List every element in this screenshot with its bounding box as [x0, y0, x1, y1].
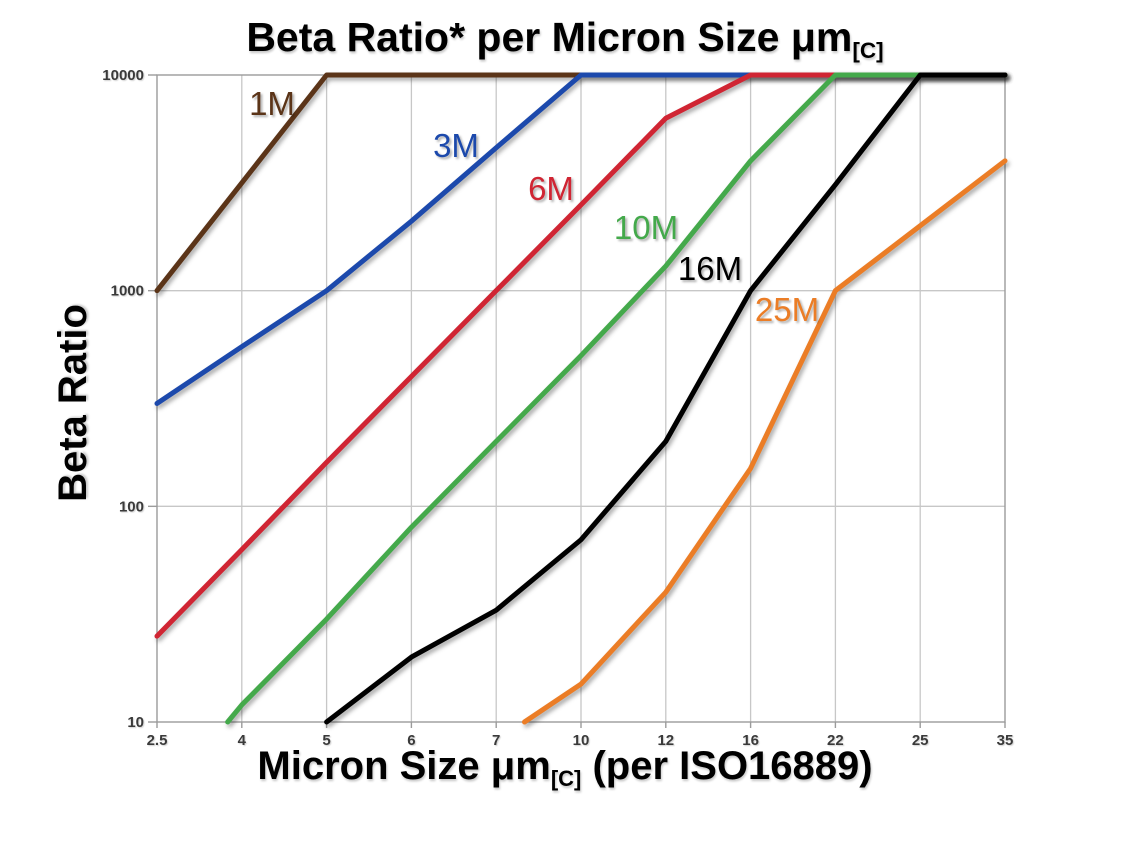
- series-label-16m: 16M: [678, 250, 742, 287]
- x-tick-label-22: 22: [827, 732, 844, 749]
- series-label-6m: 6M: [528, 170, 574, 207]
- y-axis-title: Beta Ratio: [51, 304, 95, 502]
- x-tick-label-5: 5: [322, 732, 330, 749]
- chart-title-text: Beta Ratio* per Micron Size μm: [246, 14, 853, 60]
- x-tick-label-6: 6: [407, 732, 415, 749]
- series-line-6m: [154, 72, 1008, 639]
- x-axis-title: Micron Size μm[C] (per ISO16889): [0, 744, 1130, 792]
- series-line-3m: [154, 72, 1008, 406]
- x-tick-label-7: 7: [492, 732, 500, 749]
- series-label-1m: 1M: [249, 85, 295, 122]
- x-axis-title-subscript: [C]: [550, 766, 582, 792]
- y-tick-label-100: 100: [119, 498, 144, 515]
- x-tick-label-12: 12: [657, 732, 674, 749]
- x-tick-label-10: 10: [573, 732, 590, 749]
- series-line-16m: [324, 72, 1008, 725]
- x-axis-title-suffix: (per ISO16889): [581, 744, 873, 788]
- x-tick-label-25: 25: [912, 732, 929, 749]
- x-tick-label-4: 4: [238, 732, 247, 749]
- chart-title: Beta Ratio* per Micron Size μm[C]: [0, 14, 1130, 64]
- y-tick-label-10000: 10000: [102, 67, 144, 84]
- y-tick-label-1000: 1000: [111, 283, 144, 300]
- x-tick-label-16: 16: [742, 732, 759, 749]
- series-line-25m: [521, 158, 1008, 725]
- series-label-10m: 10M: [614, 209, 678, 246]
- x-tick-label-35: 35: [997, 732, 1014, 749]
- chart-title-subscript: [C]: [852, 38, 884, 64]
- series-label-25m: 25M: [755, 291, 819, 328]
- x-axis-title-text: Micron Size μm: [257, 744, 551, 788]
- series-line-10m: [225, 72, 1008, 725]
- series-label-3m: 3M: [433, 127, 479, 164]
- x-tick-label-2.5: 2.5: [147, 732, 168, 749]
- y-tick-label-10: 10: [127, 714, 144, 731]
